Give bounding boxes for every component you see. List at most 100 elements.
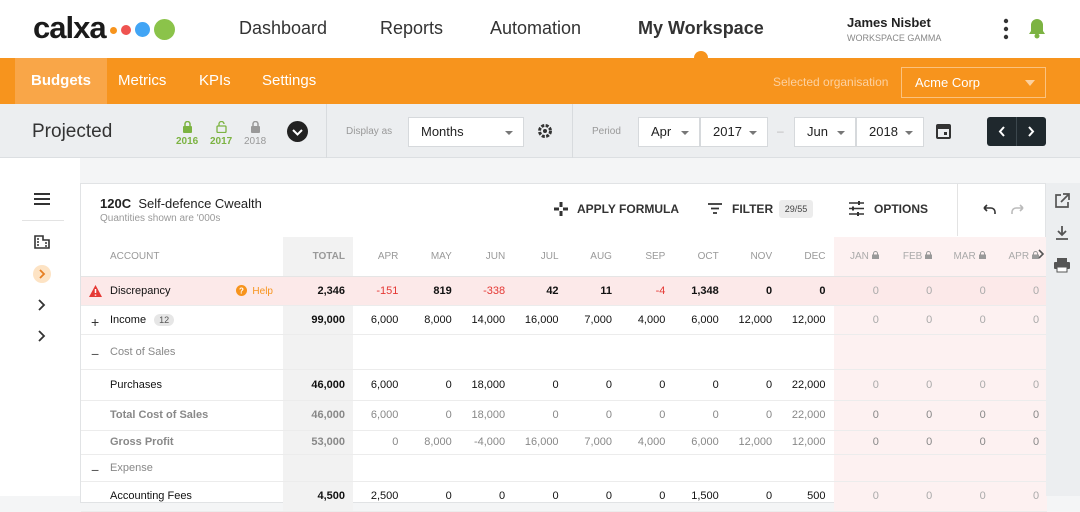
value-cell[interactable]: 14,000 xyxy=(459,305,514,335)
year[interactable]: 2018 xyxy=(244,136,267,147)
menu-icon[interactable] xyxy=(1001,17,1011,41)
collapse-toggle[interactable]: − xyxy=(91,461,100,478)
value-cell[interactable]: 0 xyxy=(726,481,781,512)
settings-icon[interactable] xyxy=(537,123,553,139)
value-cell[interactable]: 0 xyxy=(940,400,994,431)
value-cell[interactable]: 6,000 xyxy=(353,305,407,335)
value-cell[interactable]: 0 xyxy=(459,481,514,512)
expand-icon[interactable] xyxy=(37,299,47,311)
logo[interactable]: calxa xyxy=(33,10,107,45)
value-cell[interactable]: 6,000 xyxy=(353,369,407,401)
nav-item[interactable]: Reports xyxy=(380,18,444,38)
value-cell[interactable]: 1,348 xyxy=(673,276,727,306)
value-cell[interactable]: 0 xyxy=(619,481,674,512)
value-cell[interactable]: 12,000 xyxy=(780,305,834,335)
value-cell[interactable]: 53,000 xyxy=(283,430,353,455)
value-cell[interactable]: 0 xyxy=(993,481,1048,512)
nav-item[interactable]: Dashboard xyxy=(239,18,328,38)
value-cell[interactable]: 0 xyxy=(886,430,941,455)
value-cell[interactable]: 4,500 xyxy=(283,481,353,512)
value-cell[interactable]: 4,000 xyxy=(619,430,674,455)
expand-icon[interactable] xyxy=(33,265,51,283)
value-cell[interactable]: 11 xyxy=(566,276,620,306)
value-cell[interactable]: 0 xyxy=(833,369,887,401)
value-cell[interactable]: 0 xyxy=(566,400,620,431)
value-cell[interactable]: 18,000 xyxy=(459,369,514,401)
value-cell[interactable]: 0 xyxy=(619,369,674,401)
value-cell[interactable]: 6,000 xyxy=(673,430,727,455)
value-cell[interactable]: -338 xyxy=(459,276,514,306)
value-cell[interactable]: 0 xyxy=(619,400,674,431)
value-cell[interactable]: 0 xyxy=(513,369,567,401)
value-cell[interactable]: 0 xyxy=(886,369,941,401)
value-cell[interactable]: 0 xyxy=(940,276,994,306)
value-cell[interactable]: 0 xyxy=(886,481,941,512)
value-cell[interactable]: 12,000 xyxy=(780,430,834,455)
value-cell[interactable]: -4,000 xyxy=(459,430,514,455)
hamburger-icon[interactable] xyxy=(34,193,50,205)
account-label[interactable]: Expense xyxy=(110,461,153,474)
value-cell[interactable]: 0 xyxy=(993,400,1048,431)
value-cell[interactable]: 0 xyxy=(406,400,460,431)
value-cell[interactable]: 22,000 xyxy=(780,369,834,401)
value-cell[interactable]: 12,000 xyxy=(726,430,781,455)
value-cell[interactable]: 0 xyxy=(886,305,941,335)
account-label[interactable]: Discrepancy xyxy=(110,284,171,297)
nav-item[interactable]: My Workspace xyxy=(638,18,764,38)
value-cell[interactable]: 16,000 xyxy=(513,430,567,455)
value-cell[interactable]: 0 xyxy=(780,276,834,306)
account-label[interactable]: Gross Profit xyxy=(110,436,174,448)
value-cell[interactable]: 0 xyxy=(406,369,460,401)
undo-redo[interactable] xyxy=(981,203,1026,215)
value-cell[interactable]: -151 xyxy=(353,276,407,306)
value-cell[interactable]: 0 xyxy=(833,400,887,431)
account-label[interactable]: Purchases xyxy=(110,378,162,391)
account-label[interactable]: Cost of Sales xyxy=(110,345,176,358)
tab[interactable]: KPIs xyxy=(199,72,231,89)
value-cell[interactable]: 0 xyxy=(833,305,887,335)
help-link[interactable]: ? Help xyxy=(236,284,273,297)
tab[interactable]: Metrics xyxy=(118,72,167,89)
value-cell[interactable]: 7,000 xyxy=(566,430,620,455)
value-cell[interactable]: 0 xyxy=(940,481,994,512)
year[interactable]: 2017 xyxy=(210,136,233,147)
tab[interactable]: Budgets xyxy=(15,58,107,104)
value-cell[interactable]: 0 xyxy=(833,481,887,512)
value-cell[interactable]: 8,000 xyxy=(406,430,460,455)
value-cell[interactable]: 819 xyxy=(406,276,460,306)
value-cell[interactable]: 0 xyxy=(673,400,727,431)
value-cell[interactable]: 99,000 xyxy=(283,305,353,335)
filter-button[interactable]: FILTER xyxy=(732,202,774,216)
help-text[interactable]: Help xyxy=(252,285,273,297)
value-cell[interactable]: 46,000 xyxy=(283,400,353,431)
value-cell[interactable]: 0 xyxy=(566,481,620,512)
calendar-icon[interactable] xyxy=(936,123,951,139)
tab[interactable]: Settings xyxy=(262,72,317,89)
value-cell[interactable]: 0 xyxy=(993,430,1048,455)
account-label[interactable]: Total Cost of Sales xyxy=(110,409,209,421)
value-cell[interactable]: 500 xyxy=(780,481,834,512)
value-cell[interactable]: 6,000 xyxy=(353,400,407,431)
year[interactable]: 2016 xyxy=(176,136,199,147)
value-cell[interactable]: 0 xyxy=(993,305,1048,335)
from-month[interactable]: Apr xyxy=(638,117,700,147)
to-year[interactable]: 2018 xyxy=(856,117,924,147)
value-cell[interactable]: 42 xyxy=(513,276,567,306)
value-cell[interactable]: 0 xyxy=(726,369,781,401)
value-cell[interactable]: 2,346 xyxy=(283,276,353,306)
account-label[interactable]: Accounting Fees xyxy=(110,490,192,502)
value-cell[interactable]: 0 xyxy=(513,481,567,512)
value-cell[interactable]: 0 xyxy=(513,400,567,431)
value-cell[interactable]: 0 xyxy=(833,430,887,455)
value-cell[interactable]: 12,000 xyxy=(726,305,781,335)
org-select[interactable]: Acme Corp xyxy=(901,67,1046,98)
value-cell[interactable]: 0 xyxy=(566,369,620,401)
options-button[interactable]: OPTIONS xyxy=(874,202,929,216)
expand-toggle[interactable]: + xyxy=(91,313,100,330)
value-cell[interactable]: 0 xyxy=(940,305,994,335)
value-cell[interactable]: 0 xyxy=(993,276,1048,306)
value-cell[interactable]: 0 xyxy=(353,430,407,455)
expand-button[interactable] xyxy=(287,121,308,142)
value-cell[interactable]: 0 xyxy=(833,276,887,306)
from-year[interactable]: 2017 xyxy=(700,117,768,147)
